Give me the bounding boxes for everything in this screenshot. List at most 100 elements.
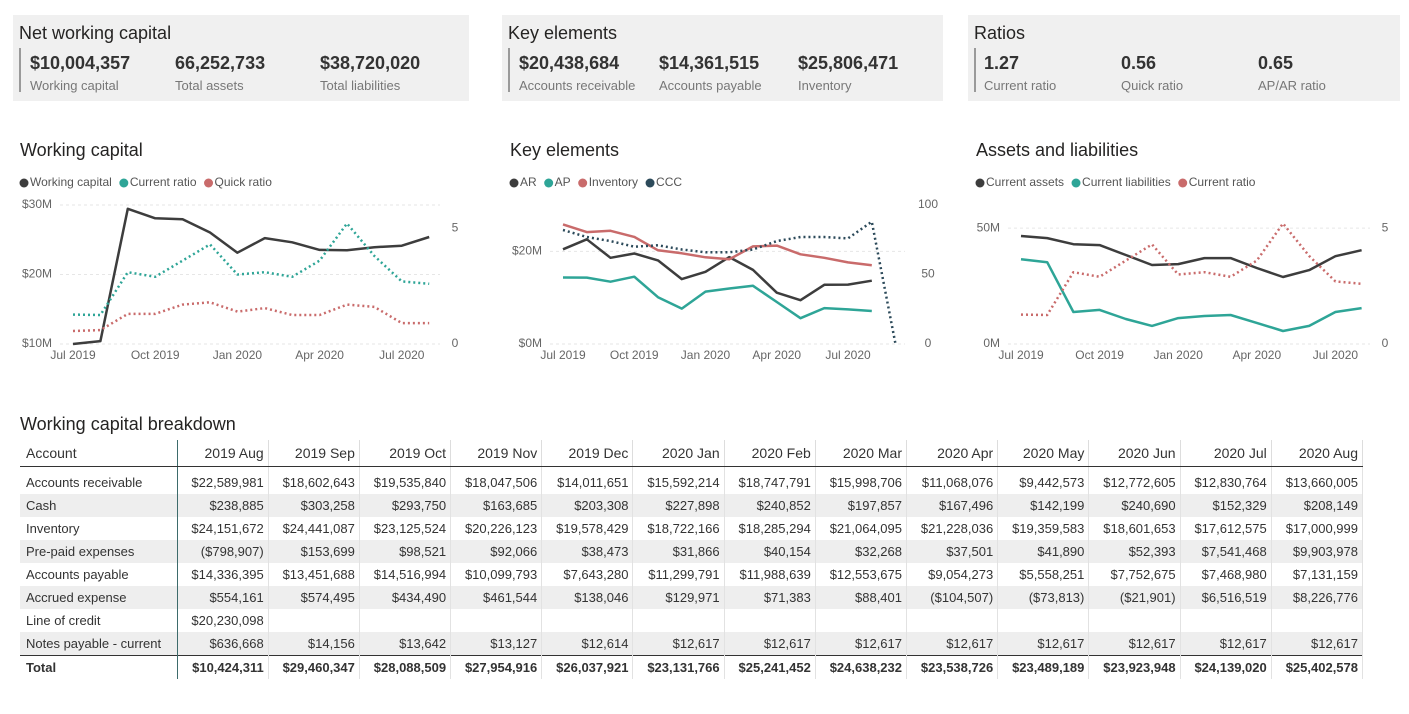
kpi-value: $25,806,471 <box>798 53 899 73</box>
total-row: Total $10,424,311 $29,460,347 $28,088,509 $2… <box>20 655 1364 679</box>
kpi-value: 0.65 <box>1258 53 1294 73</box>
row-label: Total <box>20 655 178 679</box>
cell: $12,617 <box>815 632 908 656</box>
x-tick-label: Oct 2019 <box>610 348 659 362</box>
cell: $19,359,583 <box>997 517 1090 540</box>
cell <box>1271 609 1364 632</box>
y-tick-label: $20M <box>512 244 542 258</box>
cell: $11,299,791 <box>632 563 725 586</box>
cell: $240,690 <box>1088 494 1181 517</box>
column-header: 2020 May <box>997 440 1090 467</box>
cell: $12,614 <box>541 632 634 656</box>
cell <box>997 609 1090 632</box>
y2-tick-label: 0 <box>1382 336 1389 350</box>
cell: $31,866 <box>632 540 725 563</box>
kpi-value: 66,252,733 <box>175 53 266 73</box>
y2-tick-label: 0 <box>452 336 459 350</box>
cell: $12,830,764 <box>1180 466 1272 494</box>
column-header: 2019 Oct <box>359 440 452 467</box>
y2-tick-label: 100 <box>918 197 938 211</box>
table-row: Cash $238,885 $303,258 $293,750 $163,685 $203… <box>20 494 1364 517</box>
cell: $554,161 <box>177 586 269 609</box>
cell: $574,495 <box>268 586 360 609</box>
kpi-item: 0.56 Quick ratio <box>1121 53 1183 93</box>
cell: $8,226,776 <box>1271 586 1364 609</box>
cell <box>815 609 908 632</box>
series-line <box>562 238 873 302</box>
cell: $24,139,020 <box>1180 655 1272 679</box>
legend-label: Inventory <box>589 175 638 189</box>
cell: $12,553,675 <box>815 563 908 586</box>
x-tick-label: Jul 2019 <box>50 348 96 362</box>
cell: $9,054,273 <box>906 563 999 586</box>
cell <box>1180 609 1272 632</box>
cell: $12,617 <box>1271 632 1364 656</box>
cell: $19,578,429 <box>541 517 634 540</box>
cell: $18,601,653 <box>1088 517 1181 540</box>
y-tick-label: $0M <box>519 336 542 350</box>
table-body: Accounts receivable $22,589,981 $18,602,64… <box>20 466 1364 679</box>
cell: $14,336,395 <box>177 563 269 586</box>
table-row: Accounts payable $14,336,395 $13,451,688 $1… <box>20 563 1364 586</box>
x-tick-label: Oct 2019 <box>131 348 180 362</box>
legend-label: Current assets <box>986 175 1064 189</box>
cell: $41,890 <box>997 540 1090 563</box>
column-header: 2019 Dec <box>541 440 634 467</box>
card-title: Net working capital <box>19 23 172 43</box>
kpi-label: Working capital <box>30 78 119 93</box>
cell: ($73,813) <box>997 586 1090 609</box>
cell: $21,228,036 <box>906 517 999 540</box>
cell: $13,127 <box>450 632 543 656</box>
kpi-item: 1.27 Current ratio <box>984 53 1056 93</box>
cell: $88,401 <box>815 586 908 609</box>
cell: $17,000,999 <box>1271 517 1364 540</box>
table-row: Notes payable - current $636,668 $14,156 $1… <box>20 632 1364 656</box>
kpi-value: $10,004,357 <box>30 53 131 73</box>
cell: $14,156 <box>268 632 360 656</box>
legend-marker <box>975 178 985 188</box>
series-line <box>72 301 430 333</box>
cell: $13,451,688 <box>268 563 360 586</box>
kpi-value: $14,361,515 <box>659 53 760 73</box>
y2-tick-label: 5 <box>1382 220 1389 234</box>
legend-label: AP <box>555 175 571 189</box>
cell: $15,592,214 <box>632 466 725 494</box>
legend-label: AR <box>520 175 537 189</box>
legend-marker <box>1071 178 1081 188</box>
kpi-value: 0.56 <box>1121 53 1157 73</box>
cell: $18,047,506 <box>450 466 543 494</box>
y2-tick-label: 0 <box>925 336 932 350</box>
cell: $11,068,076 <box>906 466 999 494</box>
y-tick-label: $20M <box>22 267 52 281</box>
cell: $636,668 <box>177 632 269 656</box>
cell: $12,617 <box>1088 632 1181 656</box>
cell: $208,149 <box>1271 494 1364 517</box>
cell: $240,852 <box>724 494 816 517</box>
chart-title: Key elements <box>510 140 619 160</box>
cell: $24,151,672 <box>177 517 269 540</box>
legend-marker <box>1178 178 1188 188</box>
cell: $14,516,994 <box>359 563 452 586</box>
legend-label: Current liabilities <box>1082 175 1171 189</box>
y2-tick-label: 5 <box>452 220 459 234</box>
cell: $26,037,921 <box>541 655 634 679</box>
row-label: Accounts receivable <box>20 466 178 494</box>
cell: $23,125,524 <box>359 517 452 540</box>
x-tick-label: Apr 2020 <box>752 348 801 362</box>
cell: $24,441,087 <box>268 517 360 540</box>
table-row: Accrued expense $554,161 $574,495 $434,490 $… <box>20 586 1364 609</box>
row-label: Notes payable - current <box>20 632 178 656</box>
kpi-label: AP/AR ratio <box>1258 78 1326 93</box>
cell: $138,046 <box>541 586 634 609</box>
kpi-item: 0.65 AP/AR ratio <box>1258 53 1326 93</box>
series-line <box>562 275 872 320</box>
cell: $12,617 <box>724 632 816 656</box>
cell: $7,643,280 <box>541 563 634 586</box>
series-line <box>72 222 430 317</box>
card-divider <box>974 48 976 92</box>
cell: $227,898 <box>632 494 725 517</box>
legend-label: CCC <box>656 175 682 189</box>
legend-label: Current ratio <box>1189 175 1256 189</box>
cell: $18,285,294 <box>724 517 816 540</box>
